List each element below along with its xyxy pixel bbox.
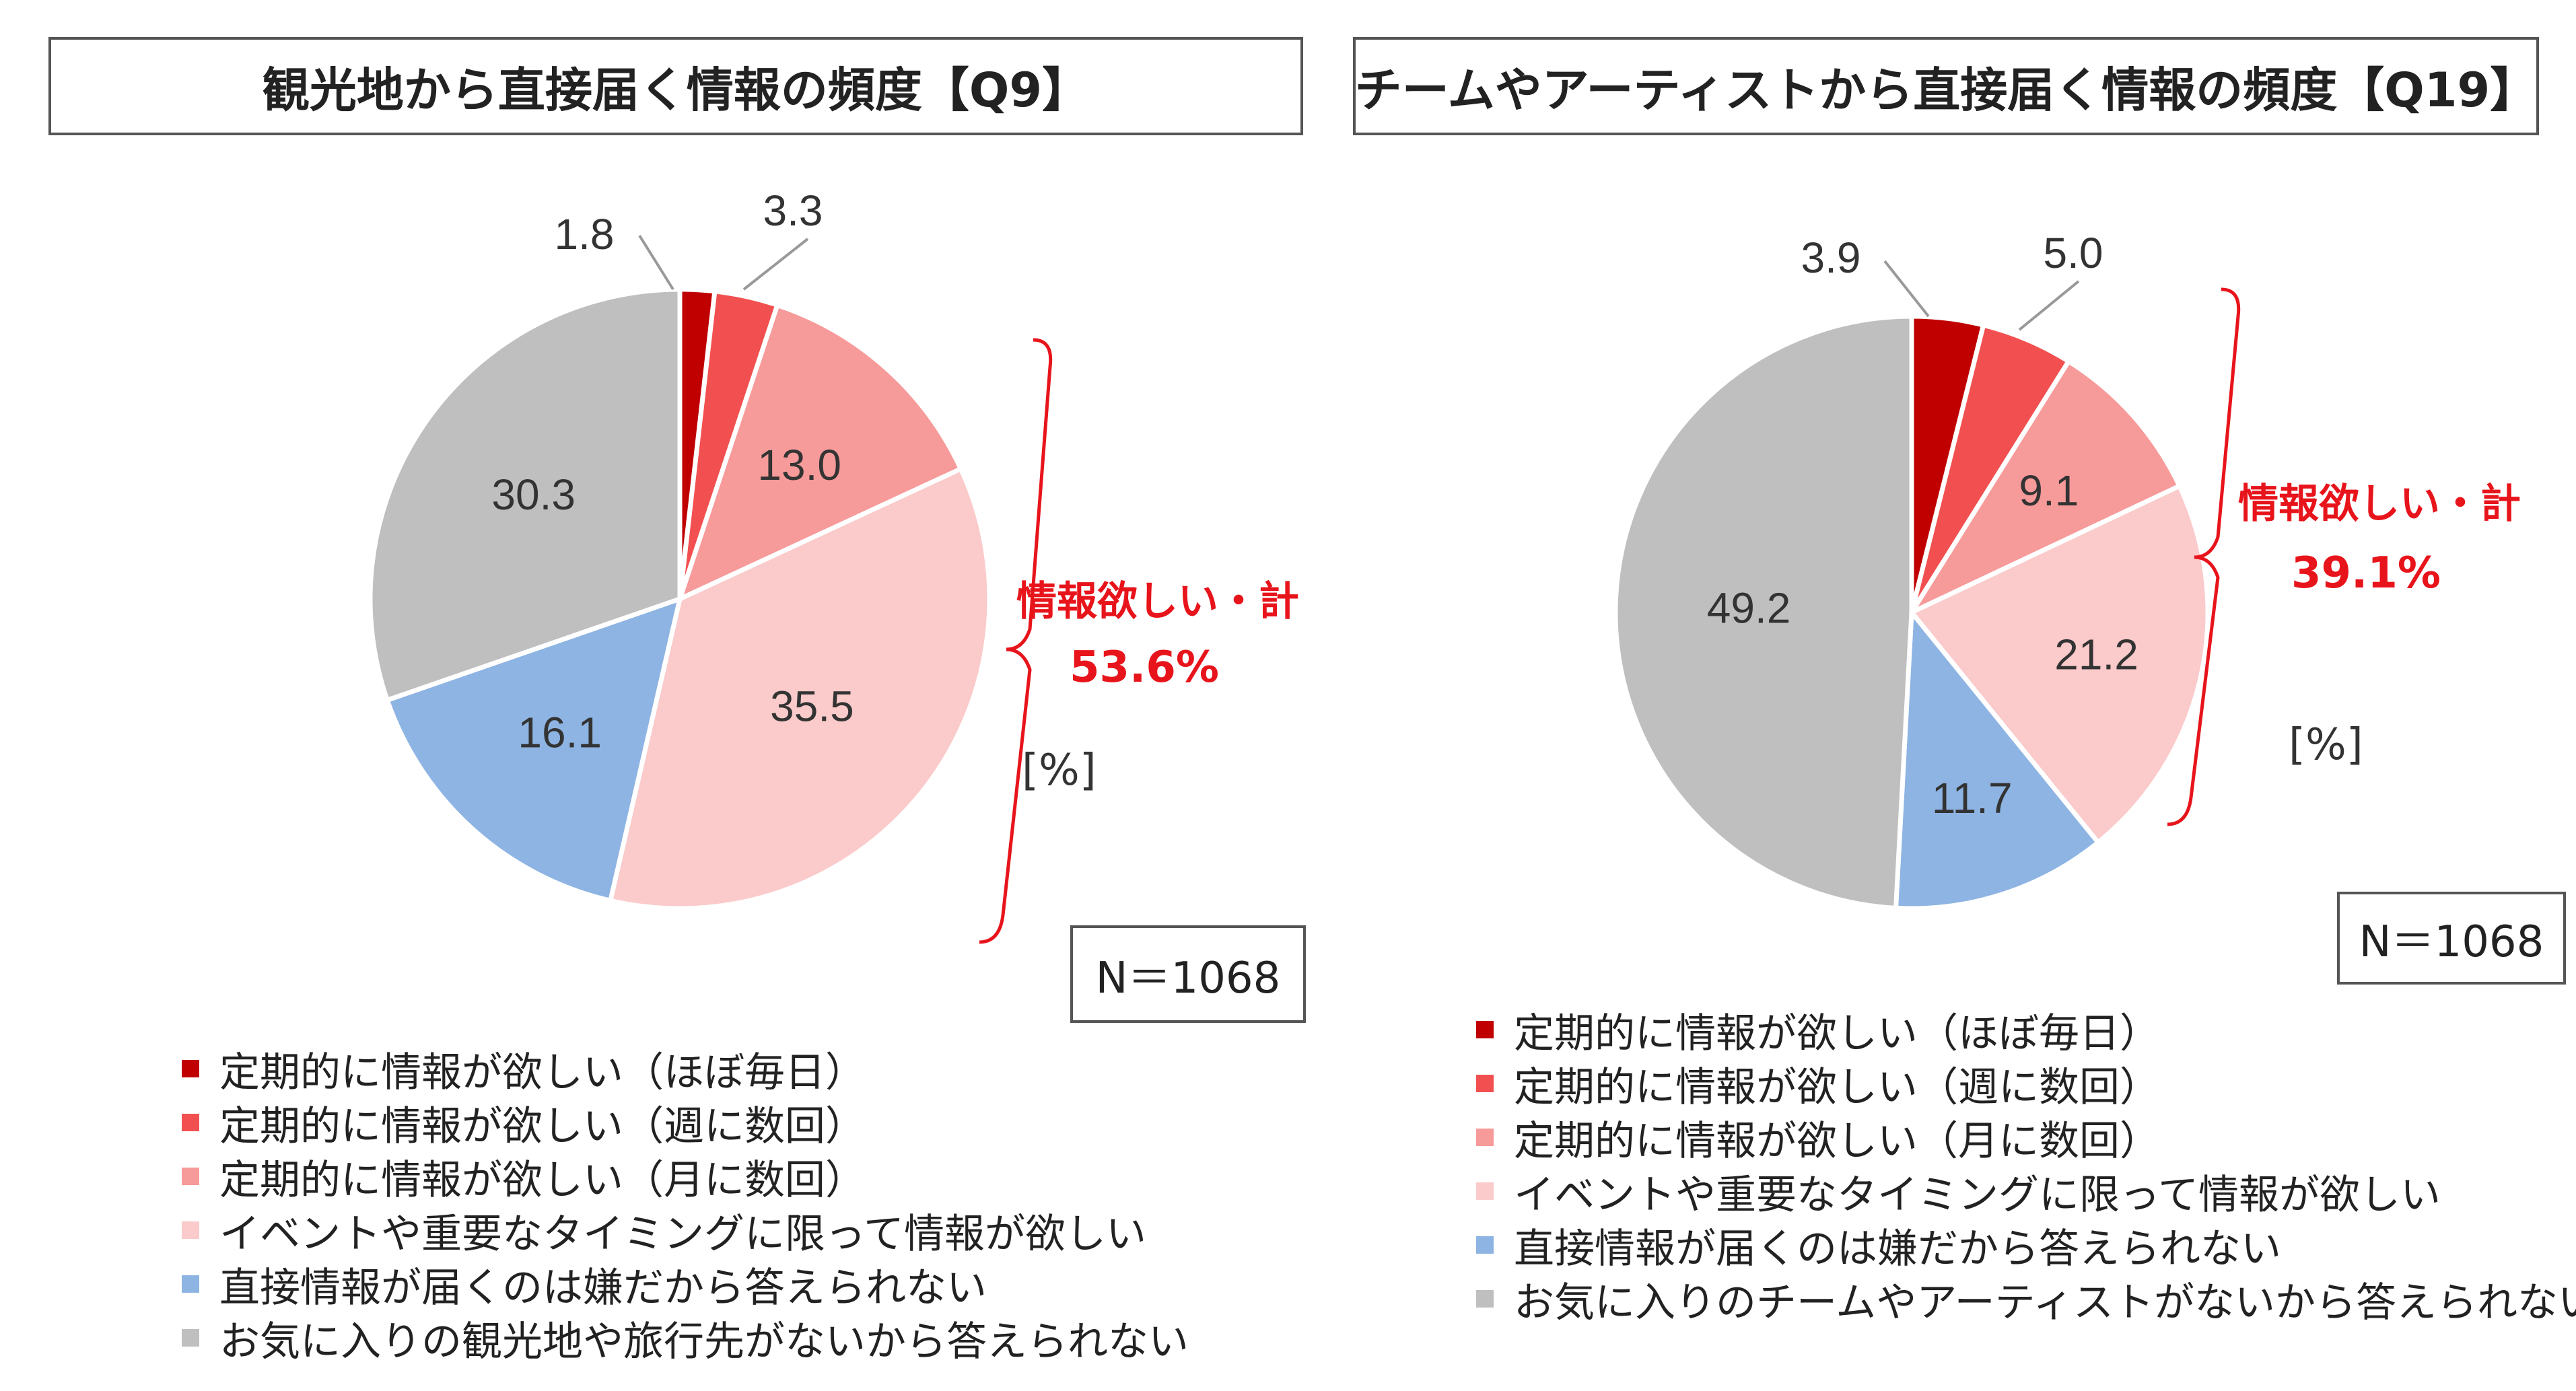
total-value: 39.1% <box>2291 548 2441 598</box>
unit-label: [%] <box>1022 746 1096 795</box>
legend-swatch <box>1476 1290 1494 1308</box>
legend-text: 定期的に情報が欲しい（ほぼ毎日） <box>219 1048 866 1096</box>
data-label: 1.8 <box>555 210 615 258</box>
legend-item: 定期的に情報が欲しい（週に数回） <box>182 1096 1189 1150</box>
data-label: 21.2 <box>2054 631 2138 679</box>
legend-swatch <box>1476 1182 1494 1200</box>
legend-swatch <box>182 1275 199 1293</box>
leader-line <box>1883 260 1930 318</box>
total-label: 情報欲しい・計 <box>2238 480 2521 528</box>
legend-item: 定期的に情報が欲しい（月に数回） <box>1476 1110 2576 1165</box>
data-label: 49.2 <box>1707 584 1791 633</box>
legend: 定期的に情報が欲しい（ほぼ毎日） 定期的に情報が欲しい（週に数回） 定期的に情報… <box>182 1042 1189 1365</box>
legend-item: イベントや重要なタイミングに限って情報が欲しい <box>182 1203 1189 1258</box>
data-label: 35.5 <box>770 682 854 730</box>
legend-text: 定期的に情報が欲しい（ほぼ毎日） <box>1514 1009 2160 1057</box>
legend-text: 定期的に情報が欲しい（週に数回） <box>1514 1063 2160 1111</box>
pie-slice <box>1905 358 2183 618</box>
pie-chart-q9: 13.0 35.5 16.1 30.3 1.8 3.3 <box>368 186 1053 944</box>
legend-text: 定期的に情報が欲しい（月に数回） <box>1514 1117 2160 1165</box>
leader-line <box>742 238 809 291</box>
pie-slice <box>368 287 683 703</box>
chart-title: 観光地から直接届く情報の頻度【Q9】 <box>48 37 1303 135</box>
legend-swatch <box>182 1168 199 1185</box>
chart-panel-q19: チームやアーティストから直接届く情報の頻度【Q19】 9.1 21.2 11.7 49… <box>1319 0 2576 1391</box>
data-label: 3.9 <box>1801 234 1861 282</box>
legend-text: 定期的に情報が欲しい（月に数回） <box>219 1156 866 1204</box>
data-label: 30.3 <box>491 470 576 519</box>
legend-text: お気に入りのチームやアーティストがないから答えられない <box>1514 1279 2576 1326</box>
leader-line <box>638 234 674 291</box>
legend-item: 定期的に情報が欲しい（ほぼ毎日） <box>182 1042 1189 1096</box>
legend-text: 定期的に情報が欲しい（週に数回） <box>219 1102 866 1150</box>
unit-label: [%] <box>2289 720 2363 770</box>
legend-item: 定期的に情報が欲しい（月に数回） <box>182 1149 1189 1204</box>
data-label: 9.1 <box>2019 466 2079 515</box>
pie-slice <box>384 595 683 904</box>
legend-text: イベントや重要なタイミングに限って情報が欲しい <box>1514 1171 2441 1219</box>
data-label: 16.1 <box>518 708 602 756</box>
legend-swatch <box>1476 1075 1494 1092</box>
legend-swatch <box>182 1060 199 1077</box>
legend-item: イベントや重要なタイミングに限って情報が欲しい <box>1476 1164 2576 1219</box>
legend-text: イベントや重要なタイミングに限って情報が欲しい <box>219 1210 1146 1258</box>
legend-text: 直接情報が届くのは嫌だから答えられない <box>219 1264 987 1312</box>
legend: 定期的に情報が欲しい（ほぼ毎日） 定期的に情報が欲しい（週に数回） 定期的に情報… <box>1476 1003 2576 1326</box>
total-label: 情報欲しい・計 <box>1016 578 1299 625</box>
sample-size-box: N＝1068 <box>1070 925 1306 1023</box>
pie-chart-q19: 9.1 21.2 11.7 49.2 3.9 5.0 <box>1613 229 2241 911</box>
sample-size-box: N＝1068 <box>2337 892 2566 985</box>
legend-item: お気に入りのチームやアーティストがないから答えられない <box>1476 1272 2576 1326</box>
data-label: 5.0 <box>2044 229 2103 277</box>
total-brace <box>979 338 1053 944</box>
pie-slice <box>1893 606 2101 911</box>
legend-item: 定期的に情報が欲しい（週に数回） <box>1476 1057 2576 1111</box>
legend-swatch <box>1476 1129 1494 1146</box>
chart-title: チームやアーティストから直接届く情報の頻度【Q19】 <box>1353 37 2539 135</box>
legend-swatch <box>182 1221 199 1239</box>
data-label: 11.7 <box>1932 774 2013 822</box>
chart-panel-q9: 観光地から直接届く情報の頻度【Q9】 13.0 35.5 16.1 30.3 1.8 3.… <box>48 37 1306 1365</box>
legend-item: お気に入りの観光地や旅行先がないから答えられない <box>182 1311 1189 1365</box>
legend-swatch <box>182 1329 199 1347</box>
legend-swatch <box>1476 1236 1494 1254</box>
total-value: 53.6% <box>1069 643 1220 692</box>
total-brace <box>2167 287 2241 826</box>
data-label: 13.0 <box>757 441 841 489</box>
leader-line <box>2018 280 2080 331</box>
pie-slice <box>676 301 965 604</box>
pie-slice <box>1908 483 2211 846</box>
pie-slice <box>607 466 992 911</box>
data-label: 3.3 <box>763 186 823 235</box>
legend-text: お気に入りの観光地や旅行先がないから答えられない <box>219 1318 1189 1365</box>
pie-slice <box>1613 314 1914 911</box>
legend-item: 直接情報が届くのは嫌だから答えられない <box>1476 1218 2576 1273</box>
legend-swatch <box>182 1114 199 1131</box>
legend-item: 直接情報が届くのは嫌だから答えられない <box>182 1257 1189 1312</box>
legend-swatch <box>1476 1021 1494 1038</box>
legend-item: 定期的に情報が欲しい（ほぼ毎日） <box>1476 1003 2576 1057</box>
legend-text: 直接情報が届くのは嫌だから答えられない <box>1514 1225 2281 1273</box>
